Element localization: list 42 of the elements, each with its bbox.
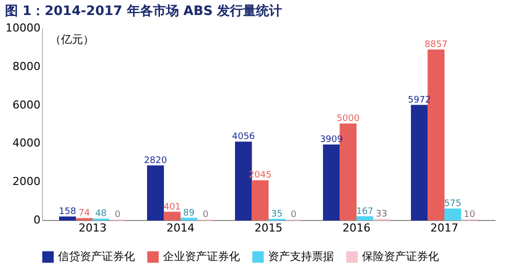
data-label: 158 bbox=[58, 206, 76, 217]
data-label: 48 bbox=[95, 209, 107, 220]
data-label: 0 bbox=[114, 210, 121, 220]
bar bbox=[322, 144, 340, 220]
data-label: 5000 bbox=[336, 114, 360, 124]
data-label: 8857 bbox=[424, 40, 448, 50]
data-label: 35 bbox=[271, 209, 283, 220]
data-label: 33 bbox=[376, 209, 388, 220]
x-tick-label: 2013 bbox=[78, 222, 107, 234]
y-axis-title: （亿元） bbox=[50, 33, 94, 46]
x-tick-label: 2017 bbox=[430, 222, 458, 234]
data-label: 4056 bbox=[232, 132, 256, 142]
x-tick-label: 2014 bbox=[166, 222, 195, 234]
legend-label: 信贷资产证券化 bbox=[58, 250, 135, 263]
data-label: 401 bbox=[164, 202, 181, 212]
bar bbox=[164, 212, 181, 220]
x-tick-label: 2016 bbox=[342, 222, 370, 234]
bar bbox=[252, 180, 269, 220]
data-label: 167 bbox=[356, 206, 374, 217]
y-tick-label: 2000 bbox=[12, 175, 40, 188]
x-tick-label: 2015 bbox=[254, 222, 282, 234]
data-label: 575 bbox=[444, 198, 462, 209]
y-tick-label: 4000 bbox=[12, 136, 40, 150]
bar bbox=[410, 104, 428, 220]
legend-label: 资产支持票据 bbox=[268, 250, 334, 263]
data-label: 74 bbox=[78, 208, 90, 219]
data-label: 89 bbox=[183, 208, 195, 218]
legend-label: 企业资产证券化 bbox=[163, 250, 240, 263]
data-label: 0 bbox=[290, 210, 297, 220]
chart-title: 图 1：2014-2017 年各市场 ABS 发行量统计 bbox=[5, 3, 282, 19]
data-label: 10 bbox=[464, 210, 476, 220]
y-tick-label: 0 bbox=[34, 214, 40, 226]
y-tick-label: 8000 bbox=[12, 60, 40, 73]
data-label: 2820 bbox=[144, 156, 168, 166]
y-tick-label: 10000 bbox=[6, 22, 40, 34]
data-label: 0 bbox=[202, 210, 209, 220]
bar bbox=[59, 216, 76, 220]
y-tick-label: 6000 bbox=[12, 98, 40, 112]
bar bbox=[147, 165, 164, 220]
bar bbox=[356, 216, 374, 220]
bar bbox=[444, 208, 462, 220]
legend-label: 保险资产证券化 bbox=[362, 250, 439, 263]
